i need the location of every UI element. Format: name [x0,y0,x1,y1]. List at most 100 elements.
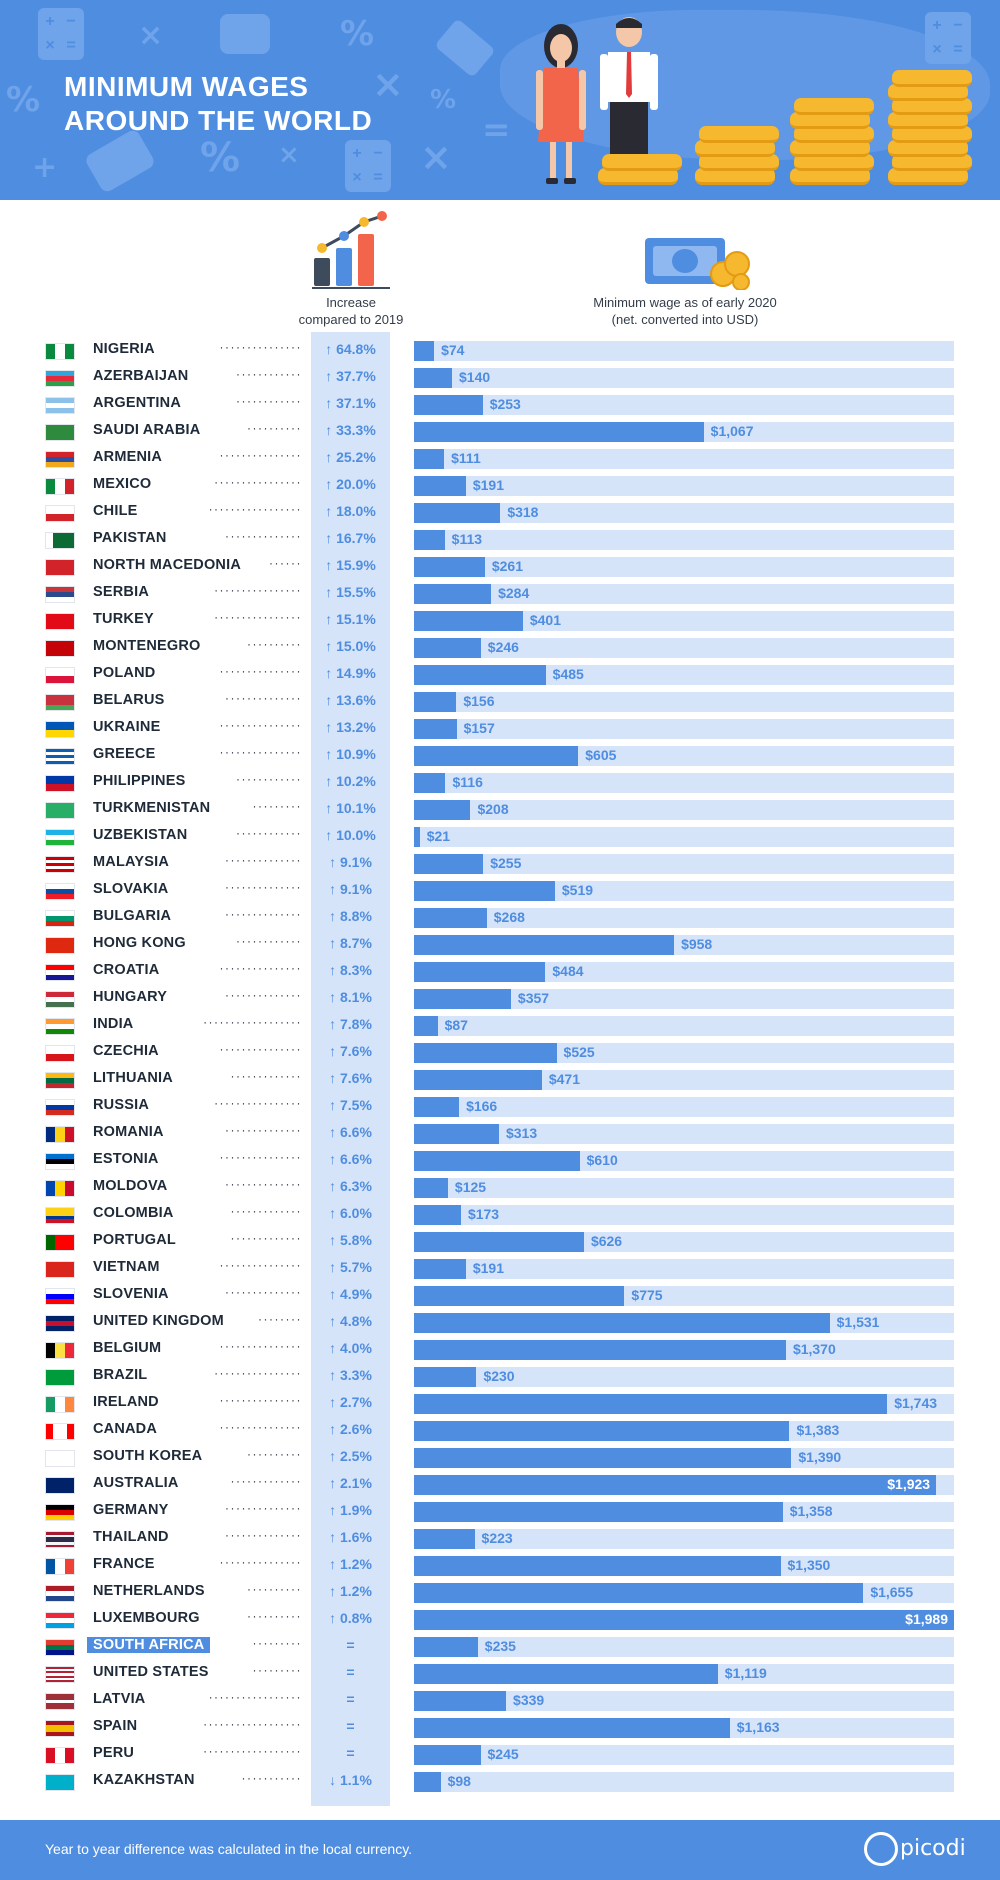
wage-label: $116 [452,774,483,790]
wage-bar [414,503,501,523]
increase-value: ↑ 64.8% [325,341,376,357]
turkey-flag-icon [45,613,75,630]
increase-value: ↑ 6.6% [329,1151,372,1167]
wage-label: $87 [444,1017,468,1033]
bar-track [414,1016,954,1036]
dot-leader: ············· [230,1204,302,1218]
country-name: SAUDI ARABIA [93,422,201,438]
dot-leader: ··············· [219,448,302,462]
country-name: BRAZIL [93,1367,148,1383]
table-row: CANADA ··············· ↑ 2.6% $1,383 [0,1417,1000,1444]
saudi-arabia-flag-icon [45,424,75,441]
netherlands-flag-icon [45,1585,75,1602]
wage-column-header: Minimum wage as of early 2020 (net. conv… [593,295,777,327]
moldova-flag-icon [45,1180,75,1197]
country-name: PAKISTAN [93,530,167,546]
increase-value: ↑ 33.3% [325,422,376,438]
increase-value: ↑ 2.6% [329,1421,372,1437]
dot-leader: ··········· [241,1771,302,1785]
increase-value: ↑ 13.6% [325,692,376,708]
wage-label: $235 [484,1638,516,1654]
dot-leader: ·············· [225,907,302,921]
wage-label: $157 [463,720,495,736]
wage-label: $98 [447,1773,471,1789]
country-name: LITHUANIA [93,1070,173,1086]
bar-track [414,1097,954,1117]
bar-track [414,800,954,820]
increase-value: ↑ 9.1% [329,854,372,870]
wage-bar [414,1421,790,1441]
dot-leader: ················ [214,583,302,597]
country-name: PORTUGAL [93,1232,176,1248]
wage-label: $111 [451,450,481,466]
wage-label: $605 [585,747,617,763]
increase-value: ↑ 15.0% [325,638,376,654]
multiply-icon: × [138,18,164,53]
dot-leader: ·············· [225,1123,302,1137]
table-row: UKRAINE ··············· ↑ 13.2% $157 [0,715,1000,742]
russia-flag-icon [45,1099,75,1116]
wage-bar [414,584,492,604]
wage-bar [414,1691,507,1711]
wage-label: $173 [467,1206,500,1222]
dot-leader: ··············· [219,1339,302,1353]
coin [888,140,968,157]
coin [699,154,779,171]
wage-label: $191 [472,1260,504,1276]
country-name: CHILE [93,503,138,519]
wage-bar [414,1475,937,1495]
wage-bar [414,1070,542,1090]
table-row: NETHERLANDS ·········· ↑ 1.2% $1,655 [0,1579,1000,1606]
country-name: ROMANIA [93,1124,164,1140]
dot-leader: ·················· [203,1015,302,1029]
increase-value: ↑ 8.1% [329,989,372,1005]
kazakhstan-flag-icon [45,1774,75,1791]
country-name: MONTENEGRO [93,638,201,654]
country-name: MOLDOVA [93,1178,168,1194]
australia-flag-icon [45,1477,75,1494]
bar-track [414,341,954,361]
increase-value: ↑ 7.6% [329,1070,372,1086]
bar-track [414,989,954,1009]
philippines-flag-icon [45,775,75,792]
country-name: CZECHIA [93,1043,159,1059]
hong-kong-flag-icon [45,937,75,954]
wage-label: $958 [681,936,713,952]
country-name: SLOVAKIA [93,881,169,897]
wage-bar [414,1043,557,1063]
dot-leader: ··············· [219,1042,302,1056]
india-flag-icon [45,1018,75,1035]
wage-label: $1,358 [789,1503,833,1519]
wage-label: $1,743 [894,1395,938,1411]
ukraine-flag-icon [45,721,75,738]
argentina-flag-icon [45,397,75,414]
table-row: LUXEMBOURG ·········· ↑ 0.8% $1,989 [0,1606,1000,1633]
bulgaria-flag-icon [45,910,75,927]
ireland-flag-icon [45,1396,75,1413]
dot-leader: ·········· [247,1582,302,1596]
increase-value: = [346,1745,355,1761]
wage-bar [414,1016,438,1036]
country-name: SOUTH AFRICA [87,1637,211,1653]
country-name: HUNGARY [93,989,168,1005]
dot-leader: ················· [208,502,302,516]
montenegro-flag-icon [45,640,75,657]
dot-leader: ············· [230,1231,302,1245]
country-name: SOUTH KOREA [93,1448,203,1464]
dot-leader: ·········· [247,637,302,651]
increase-value: ↑ 7.6% [329,1043,372,1059]
increase-value: ↑ 3.3% [329,1367,372,1383]
table-row: GERMANY ·············· ↑ 1.9% $1,358 [0,1498,1000,1525]
dot-leader: ············ [236,394,302,408]
uzbekistan-flag-icon [45,829,75,846]
wage-label: $1,390 [798,1449,842,1465]
table-row: BRAZIL ················ ↑ 3.3% $230 [0,1363,1000,1390]
united-states-flag-icon [45,1666,75,1683]
wage-bar [414,1556,781,1576]
multiply-icon: × [372,62,404,106]
mexico-flag-icon [45,478,75,495]
table-row: SERBIA ················ ↑ 15.5% $284 [0,580,1000,607]
calculator-icon: + − × = [925,12,971,64]
dot-leader: ·············· [225,1285,302,1299]
bar-track [414,1070,954,1090]
